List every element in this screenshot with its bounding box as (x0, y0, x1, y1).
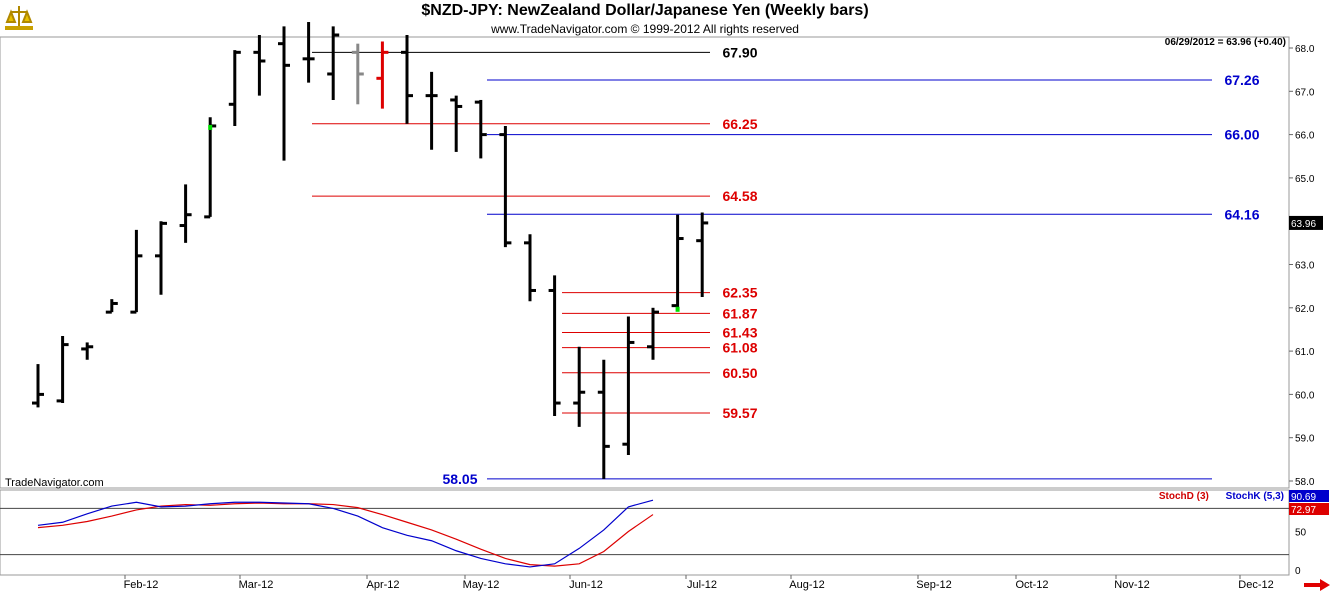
y-tick-label: 68.0 (1295, 44, 1315, 55)
level-blue-label: 64.16 (1224, 206, 1259, 222)
y-tick-label: 61.0 (1295, 347, 1315, 358)
y-tick-label: 58.0 (1295, 477, 1315, 488)
level-red-label: 61.87 (722, 305, 757, 321)
scroll-right-arrow-icon[interactable] (1304, 579, 1330, 591)
x-tick-label: Jul-12 (687, 579, 717, 591)
level-red-label: 61.43 (722, 324, 757, 340)
x-tick-label: Feb-12 (124, 579, 159, 591)
signal-dot (675, 306, 680, 312)
stoch-line (37, 502, 654, 567)
y-tick-label: 63.0 (1295, 261, 1315, 272)
y-tick-label: 59.0 (1295, 434, 1315, 445)
x-tick-label: Aug-12 (789, 579, 824, 591)
stoch-line (37, 499, 654, 568)
level-blue-label: 66.00 (1224, 127, 1259, 143)
legend-stochk: StochK (5,3) (1225, 491, 1284, 502)
support-resistance-levels: 67.90 67.26 66.00 64.16 58.05 66.25 64.58 62.35… (312, 44, 1260, 487)
month-grid (0, 507, 1289, 579)
osc-tick-label: 0 (1295, 566, 1301, 577)
x-tick-label: Dec-12 (1238, 579, 1273, 591)
price-panel-frame (0, 36, 1290, 489)
x-tick-label: May-12 (463, 579, 500, 591)
x-tick-label: Jun-12 (569, 579, 603, 591)
level-red-label: 61.08 (722, 340, 757, 356)
signal-dot (208, 124, 213, 130)
osc-value-text: 90.69 (1291, 492, 1316, 503)
price-bars (32, 22, 709, 479)
last-price-text: 63.96 (1291, 219, 1316, 230)
level-red-label: 64.58 (722, 188, 757, 204)
y-tick-label: 60.0 (1295, 390, 1315, 401)
osc-value-tag (1289, 490, 1329, 502)
legend-stochd: StochD (3) (1158, 491, 1209, 502)
y-tick-label: 65.0 (1295, 174, 1315, 185)
level-red-label: 62.35 (722, 285, 757, 301)
chart-title: $NZD-JPY: NewZealand Dollar/Japanese Yen… (421, 2, 869, 19)
x-tick-label: Nov-12 (1114, 579, 1149, 591)
level-red-label: 60.50 (722, 365, 757, 381)
osc-value-tag (1289, 503, 1329, 515)
last-price-tag (1289, 215, 1323, 230)
x-tick-label: Oct-12 (1015, 579, 1048, 591)
x-tick-label: Sep-12 (916, 579, 951, 591)
y-tick-label: 66.0 (1295, 131, 1315, 142)
stochastic-lines (37, 499, 654, 568)
watermark: TradeNavigator.com (5, 477, 104, 489)
level-red-label: 66.25 (722, 116, 757, 132)
osc-value-text: 72.97 (1291, 505, 1316, 516)
oscillator-panel-frame (0, 489, 1290, 576)
y-tick-label: 62.0 (1295, 304, 1315, 315)
last-bar-readout: 06/29/2012 = 63.96 (+0.40) (1164, 37, 1286, 48)
trade-navigator-logo-icon (5, 6, 33, 30)
x-tick-label: Mar-12 (239, 579, 274, 591)
axis-labels: Feb-12 Mar-12 Apr-12 May-12 Jun-12 Jul-12 Aug-… (124, 44, 1329, 591)
level-blue-label: 58.05 (442, 471, 477, 487)
chart-subtitle: www.TradeNavigator.com © 1999-2012 All r… (491, 22, 799, 36)
level-blue-label: 67.26 (1224, 72, 1259, 88)
x-tick-label: Apr-12 (366, 579, 399, 591)
osc-tick-label: 50 (1295, 528, 1307, 539)
level-red-label: 59.57 (722, 405, 757, 421)
oscillator-legend: StochD (3) StochK (5,3) (1159, 491, 1284, 502)
y-tick-label: 67.0 (1295, 87, 1315, 98)
level-black-label: 67.90 (722, 44, 757, 60)
